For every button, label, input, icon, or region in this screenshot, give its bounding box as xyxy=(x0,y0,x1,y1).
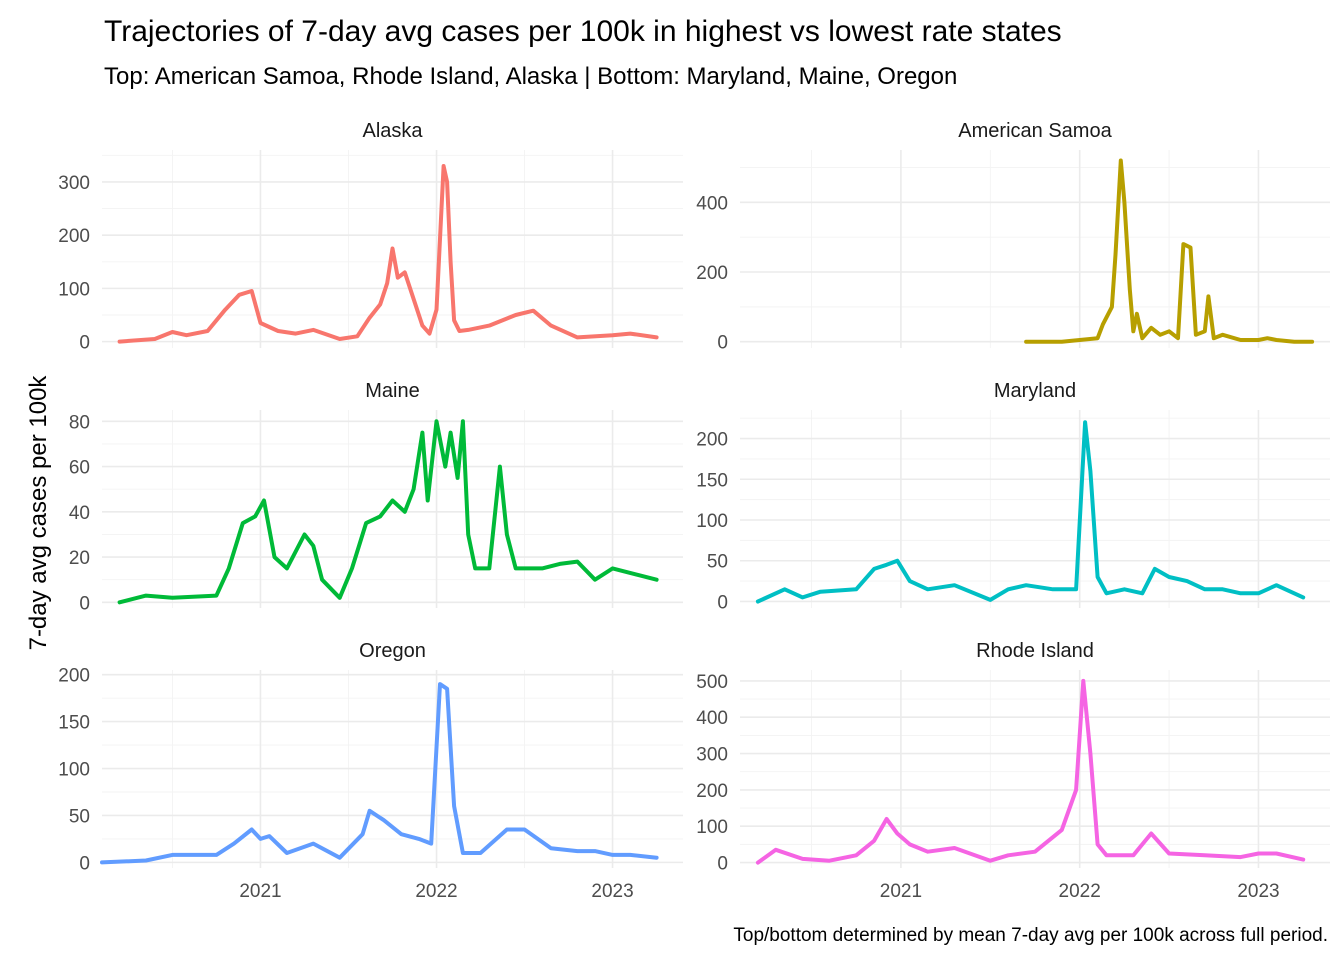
series-line-rhode-island xyxy=(755,678,1306,865)
y-tick-label: 400 xyxy=(696,193,728,214)
chart-caption: Top/bottom determined by mean 7-day avg … xyxy=(733,925,1328,946)
series-line-oregon xyxy=(100,682,659,865)
x-tick-label: 2021 xyxy=(880,881,922,902)
y-tick-label: 300 xyxy=(696,745,728,766)
panel-alaska: 0 100 200 300 Alaska xyxy=(58,120,683,354)
y-tick-label: 300 xyxy=(58,173,90,194)
x-tick-label: 2022 xyxy=(415,881,457,902)
y-tick-label: 200 xyxy=(696,430,728,451)
y-tick-label: 80 xyxy=(69,412,90,433)
x-tick-label: 2021 xyxy=(239,881,281,902)
facet-strip-label: Oregon xyxy=(359,640,426,662)
series-line-maine xyxy=(117,419,659,605)
facet-strip-label: American Samoa xyxy=(958,120,1112,142)
y-tick-label: 200 xyxy=(696,781,728,802)
panel-american-samoa: 0 200 400 American Samoa xyxy=(696,120,1330,354)
y-tick-label: 0 xyxy=(79,333,90,354)
x-axis-tick-labels: 2021 2022 2023 2021 2022 2023 xyxy=(239,881,1279,902)
y-tick-label: 40 xyxy=(69,503,90,524)
y-tick-label: 0 xyxy=(717,333,728,354)
y-tick-label: 20 xyxy=(69,548,90,569)
y-tick-label: 0 xyxy=(717,854,728,875)
y-tick-label: 200 xyxy=(58,666,90,687)
chart-title: Trajectories of 7-day avg cases per 100k… xyxy=(104,15,1062,48)
x-tick-label: 2022 xyxy=(1059,881,1101,902)
y-tick-label: 50 xyxy=(69,806,90,827)
y-tick-label: 100 xyxy=(696,817,728,838)
y-tick-label: 400 xyxy=(696,708,728,729)
y-tick-label: 200 xyxy=(696,263,728,284)
y-tick-label: 60 xyxy=(69,458,90,479)
y-axis-label: 7-day avg cases per 100k xyxy=(25,375,52,651)
series-line-alaska xyxy=(117,164,659,344)
panel-oregon: 0 50 100 150 200 Oregon xyxy=(58,640,683,874)
facet-strip-label: Alaska xyxy=(362,120,423,142)
y-tick-label: 0 xyxy=(79,853,90,874)
panel-rhode-island: 0 100 200 300 400 500 Rhode Island xyxy=(696,640,1330,875)
facet-strip-label: Maryland xyxy=(994,380,1076,402)
y-tick-label: 500 xyxy=(696,672,728,693)
series-line-maryland xyxy=(755,420,1306,604)
panel-maine: 0 20 40 60 80 Maine xyxy=(69,380,683,614)
y-tick-label: 100 xyxy=(58,760,90,781)
panel-maryland: 0 50 100 150 200 Maryland xyxy=(696,380,1330,613)
y-tick-label: 200 xyxy=(58,226,90,247)
y-tick-label: 100 xyxy=(58,279,90,300)
y-tick-label: 100 xyxy=(696,511,728,532)
y-tick-label: 0 xyxy=(79,593,90,614)
y-tick-label: 150 xyxy=(696,470,728,491)
y-tick-label: 50 xyxy=(707,552,728,573)
chart-subtitle: Top: American Samoa, Rhode Island, Alask… xyxy=(104,63,957,90)
x-tick-label: 2023 xyxy=(591,881,633,902)
y-tick-label: 150 xyxy=(58,713,90,734)
x-tick-label: 2023 xyxy=(1237,881,1279,902)
facet-strip-label: Maine xyxy=(365,380,419,402)
facet-strip-label: Rhode Island xyxy=(976,640,1094,662)
series-line-american-samoa xyxy=(1024,158,1315,344)
y-tick-label: 0 xyxy=(717,592,728,613)
